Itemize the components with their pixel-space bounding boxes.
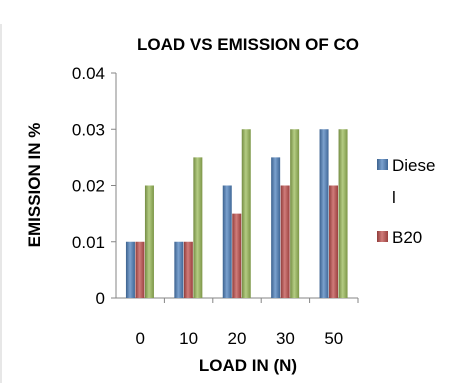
y-tick-label: 0.01 [72,233,105,252]
legend-label: Diese [392,156,435,175]
bar [329,185,339,298]
plot-area: 0 0.01 0.02 0.03 0.04 0 10 20 30 50 [72,64,359,348]
y-tick-label: 0.02 [72,177,105,196]
bar [174,241,184,298]
bar [183,241,193,298]
legend-swatch [377,159,388,170]
bar [222,185,232,298]
x-tick-label: 20 [228,329,247,348]
bar [193,157,203,298]
bar [232,213,242,298]
x-axis-title: LOAD IN (N) [199,356,297,375]
x-tick-label: 30 [276,329,295,348]
bar [338,129,348,298]
bar [125,241,135,298]
bar [319,129,329,298]
x-tick-label: 10 [179,329,198,348]
legend-label: l [392,188,396,207]
bar [271,157,281,298]
bar [241,129,251,298]
y-tick-label: 0 [96,289,105,308]
bar [144,185,154,298]
chart-title: LOAD VS EMISSION OF CO [137,35,359,54]
y-tick-label: 0.03 [72,120,105,139]
bar [290,129,300,298]
y-axis-title: EMISSION IN % [25,123,44,248]
legend: Diese l B20 [377,156,435,247]
y-tick-label: 0.04 [72,64,105,83]
bar [280,185,290,298]
x-tick-label: 50 [324,329,343,348]
bar [135,241,145,298]
legend-swatch [377,231,388,242]
legend-label: B20 [392,228,422,247]
x-tick-label: 0 [135,329,144,348]
